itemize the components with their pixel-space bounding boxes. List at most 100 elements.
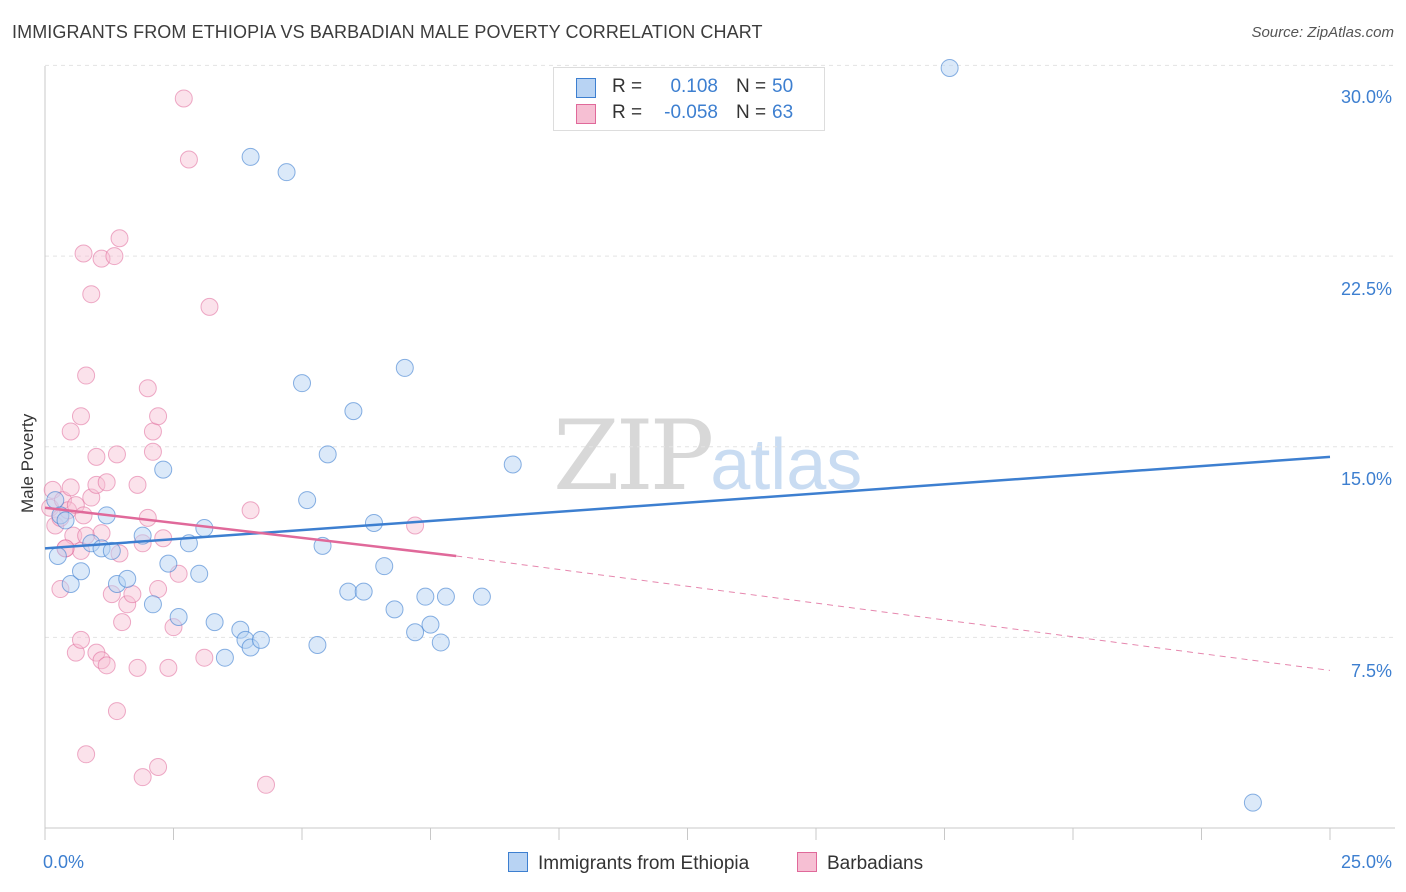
ethiopia-legend-swatch	[508, 852, 528, 872]
r-label: R =	[612, 102, 643, 123]
barbadians-point	[82, 285, 101, 304]
watermark: ZIPatlas	[553, 400, 862, 512]
ethiopia-point	[339, 582, 358, 601]
ethiopia-point	[143, 595, 162, 614]
x-tick-max: 25.0%	[1340, 852, 1392, 872]
r-label: R =	[612, 76, 643, 97]
ethiopia-point	[354, 582, 373, 601]
ethiopia-point	[503, 455, 522, 474]
barbadians-point	[128, 475, 147, 494]
legend-item-ethiopia[interactable]: Immigrants from Ethiopia	[508, 852, 749, 875]
chart-title: IMMIGRANTS FROM ETHIOPIA VS BARBADIAN MA…	[12, 22, 763, 42]
ethiopia-swatch	[576, 78, 596, 98]
barbadians-point	[107, 702, 126, 721]
barbadians-point	[74, 506, 93, 525]
barbadians-point	[107, 445, 126, 464]
ethiopia-point	[375, 557, 394, 576]
y-tick-label: 22.5%	[1340, 279, 1392, 299]
barbadians-point	[159, 658, 178, 677]
barbadians-point	[133, 768, 152, 787]
ethiopia-point	[251, 630, 270, 649]
y-tick-label: 30.0%	[1340, 87, 1392, 107]
ethiopia-point	[395, 358, 414, 377]
barbadians-point	[143, 422, 162, 441]
watermark-zip: ZIP	[553, 400, 714, 512]
barbadians-point	[71, 630, 90, 649]
legend-label-barbadians: Barbadians	[827, 853, 924, 874]
barbadians-point	[143, 442, 162, 461]
barbadians-point	[97, 473, 116, 492]
barbadians-point	[77, 366, 96, 385]
legend-stats: R = 0.108 N = 50 R = -0.058 N = 63	[553, 67, 825, 131]
ethiopia-point	[46, 491, 65, 510]
legend-label-ethiopia: Immigrants from Ethiopia	[538, 853, 750, 874]
ethiopia-point	[56, 511, 75, 530]
barbadians-point	[257, 775, 276, 794]
ethiopia-point	[940, 58, 959, 77]
barbadians-point	[74, 244, 93, 263]
legend-item-barbadians[interactable]: Barbadians	[797, 852, 923, 875]
barbadians-point	[241, 501, 260, 520]
ethiopia-point	[416, 587, 435, 606]
barbadians-point	[406, 516, 425, 535]
barbadians-point	[174, 89, 193, 108]
ethiopia-point	[215, 648, 234, 667]
r-value: -0.058	[664, 102, 718, 123]
barbadians-swatch	[576, 104, 596, 124]
barbadians-point	[87, 475, 106, 494]
barbadians-point	[200, 297, 219, 316]
barbadians-point	[154, 529, 173, 548]
r-value: 0.108	[670, 76, 718, 97]
barbadians-point	[61, 422, 80, 441]
ethiopia-point	[169, 608, 188, 627]
ethiopia-point	[71, 562, 90, 581]
barbadians-point	[149, 580, 168, 599]
barbadians-point	[113, 613, 132, 632]
ethiopia-point	[431, 633, 450, 652]
ethiopia-point	[318, 445, 337, 464]
barbadians-point	[138, 379, 157, 398]
x-tick-min: 0.0%	[43, 852, 85, 872]
barbadians-point	[92, 651, 111, 670]
barbadians-trend-extension	[456, 555, 1331, 671]
barbadians-trend-line	[44, 506, 457, 558]
barbadians-point	[128, 658, 147, 677]
ethiopia-point	[298, 491, 317, 510]
ethiopia-point	[118, 569, 137, 588]
barbadians-point	[77, 745, 96, 764]
n-label: N =	[736, 102, 767, 123]
ethiopia-point	[277, 163, 296, 182]
ethiopia-point	[364, 513, 383, 532]
ethiopia-point	[1243, 793, 1262, 812]
ethiopia-point	[61, 574, 80, 593]
barbadians-point	[195, 648, 214, 667]
barbadians-legend-swatch	[797, 852, 817, 872]
ethiopia-point	[190, 564, 209, 583]
barbadians-point	[61, 478, 80, 497]
ethiopia-point	[308, 635, 327, 654]
n-value: 50	[772, 76, 794, 97]
n-label: N =	[736, 76, 767, 97]
barbadians-point	[105, 247, 124, 266]
barbadians-point	[149, 407, 168, 426]
ethiopia-point	[472, 587, 491, 606]
ethiopia-point	[159, 554, 178, 573]
barbadians-point	[97, 656, 116, 675]
ethiopia-point	[205, 613, 224, 632]
barbadians-point	[110, 229, 129, 248]
barbadians-point	[123, 585, 142, 604]
ethiopia-point	[293, 374, 311, 393]
barbadians-point	[179, 150, 198, 169]
source-credit: Source: ZipAtlas.com	[1251, 24, 1394, 41]
ethiopia-trend-line	[44, 455, 1331, 550]
ethiopia-point	[421, 615, 440, 634]
ethiopia-point	[48, 547, 67, 566]
ethiopia-point	[436, 587, 455, 606]
barbadians-point	[149, 757, 168, 776]
y-tick-label: 7.5%	[1350, 661, 1392, 681]
barbadians-point	[87, 447, 106, 466]
barbadians-point	[118, 595, 137, 614]
y-tick-label: 15.0%	[1340, 469, 1392, 489]
ethiopia-point	[344, 402, 363, 421]
